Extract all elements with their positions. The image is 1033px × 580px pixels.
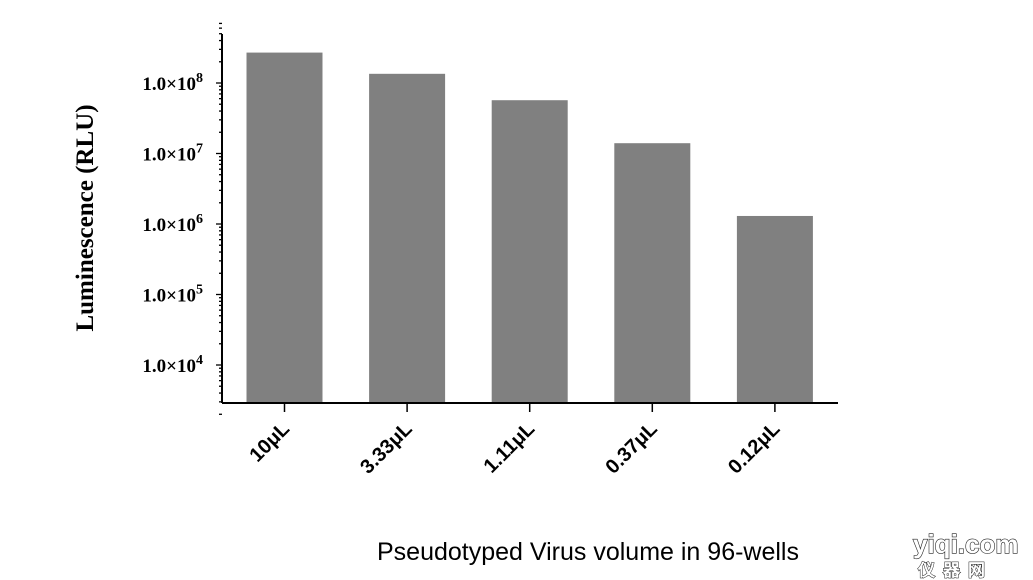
x-tick-label: 1.11μL (480, 418, 540, 478)
x-tick-label: 3.33μL (356, 418, 416, 478)
y-ticks-group: 1.0×104 1.0×105 1.0×106 1.0×107 1.0×108 (142, 22, 222, 415)
y-tick-label: 1.0×104 (142, 353, 203, 377)
bars-group (246, 52, 813, 404)
y-tick-label: 1.0×106 (142, 212, 203, 236)
bar (736, 215, 813, 403)
x-ticks-group: 10μL 3.33μL 1.11μL 0.37μL 0.12μL (245, 403, 784, 478)
x-tick-label: 0.12μL (724, 418, 784, 478)
bar (246, 52, 323, 403)
x-axis-label: Pseudotyped Virus volume in 96-wells (377, 538, 799, 566)
x-tick-label: 10μL (245, 418, 294, 467)
y-axis-label: Luminescence (RLU) (72, 104, 99, 331)
x-tick-label: 0.37μL (601, 418, 661, 478)
watermark-chinese: 仪器网 (917, 561, 993, 580)
y-tick-label: 1.0×107 (142, 142, 203, 166)
bar (614, 143, 691, 403)
y-tick-label: 1.0×105 (142, 283, 203, 307)
bar (369, 73, 446, 404)
bar (491, 100, 568, 404)
y-tick-label: 1.0×108 (142, 71, 203, 95)
watermark-domain: yiqi.com (913, 529, 1018, 559)
